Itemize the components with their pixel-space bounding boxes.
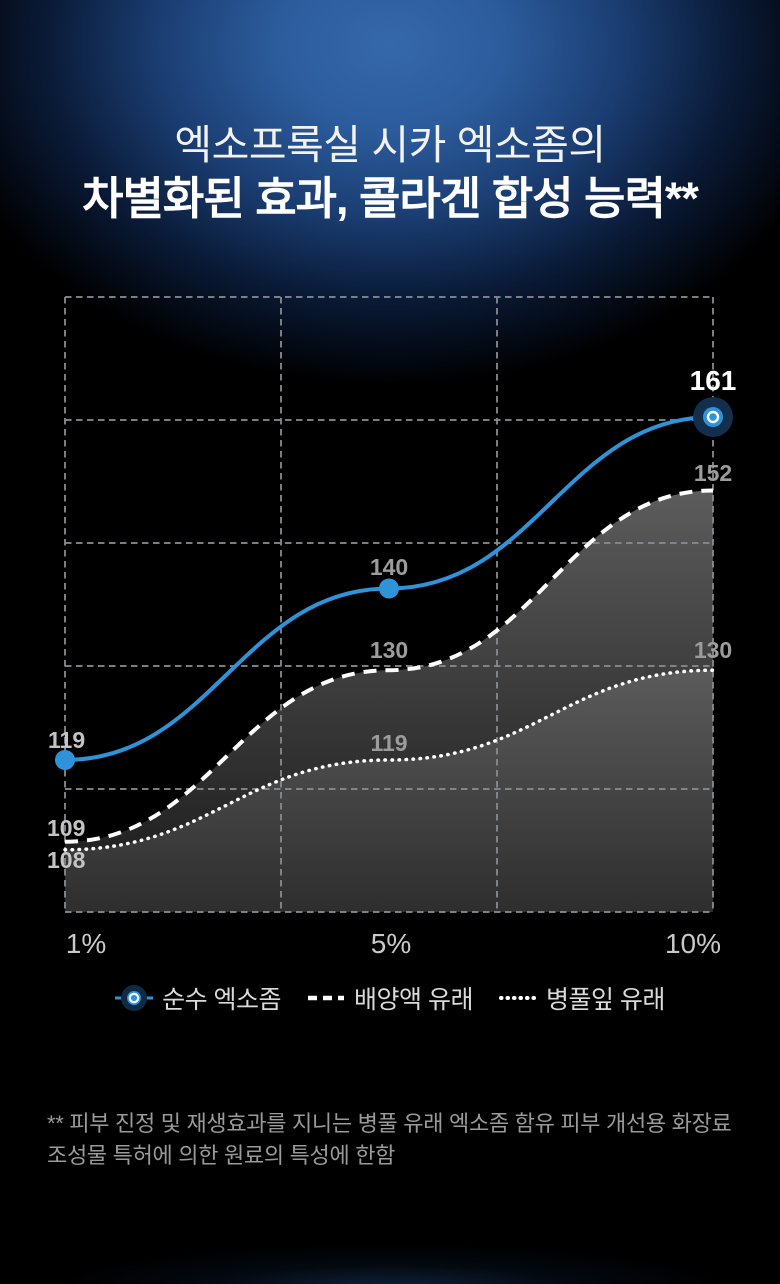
x-tick-label: 1% xyxy=(66,928,106,959)
value-label: 130 xyxy=(370,637,408,663)
legend-item-pure-exosome: 순수 엑소좀 xyxy=(115,980,282,1016)
chart-legend: 순수 엑소좀 배양액 유래 병풀잎 유래 xyxy=(0,980,780,1016)
value-label: 119 xyxy=(48,727,85,753)
value-label: 108 xyxy=(47,847,86,873)
line-series-2 xyxy=(63,668,715,852)
data-point-ring xyxy=(706,410,720,424)
value-label: 119 xyxy=(370,730,407,756)
chart-grid xyxy=(64,296,714,913)
value-label: 152 xyxy=(694,460,732,486)
legend-label: 병풀잎 유래 xyxy=(545,986,665,1014)
chart-value-labels: 119 140 161 109 130 152 108 119 130 xyxy=(47,365,736,873)
value-label: 140 xyxy=(370,554,408,580)
legend-label: 배양액 유래 xyxy=(354,986,473,1014)
chart-points xyxy=(55,397,733,770)
page-title: 엑소프록실 시카 엑소좀의 차별화된 효과, 콜라겐 합성 능력** xyxy=(0,124,780,222)
line-series-1 xyxy=(64,488,714,844)
value-label: 109 xyxy=(47,815,85,841)
area-series-2 xyxy=(65,670,713,912)
legend-item-culture-medium: 배양액 유래 xyxy=(307,980,473,1016)
data-point xyxy=(379,578,399,599)
patent-footnote: ** 피부 진정 및 재생효과를 지니는 병풀 유래 엑소좀 함유 피부 개선용… xyxy=(47,1111,732,1168)
title-line-2: 차별화된 효과, 콜라겐 합성 능력** xyxy=(82,173,699,224)
legend-label: 순수 엑소좀 xyxy=(162,986,282,1014)
solid-blue-marker-icon xyxy=(115,985,154,1011)
dashed-line-marker-icon xyxy=(308,995,345,1001)
value-label: 130 xyxy=(694,637,732,663)
title-line-1: 엑소프록실 시카 엑소좀의 xyxy=(174,122,606,168)
x-tick-label: 5% xyxy=(371,928,411,959)
value-label: 161 xyxy=(690,365,737,396)
dotted-line-marker-icon xyxy=(498,996,537,1000)
chart-x-axis: 1% 5% 10% xyxy=(66,928,721,959)
x-tick-label: 10% xyxy=(665,928,721,959)
data-point xyxy=(55,750,75,770)
legend-item-centella-leaf: 병풀잎 유래 xyxy=(498,980,665,1016)
